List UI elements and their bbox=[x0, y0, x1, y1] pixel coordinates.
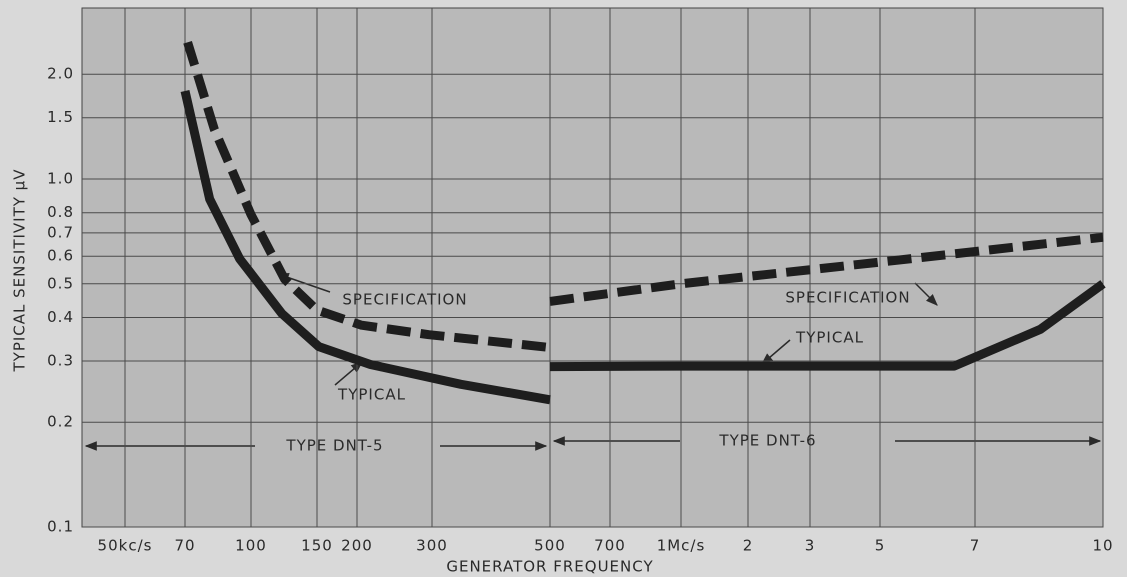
x-tick-label: 700 bbox=[594, 537, 626, 555]
x-tick-label: 10 bbox=[1092, 537, 1113, 555]
y-tick-label: 0.1 bbox=[47, 518, 74, 536]
leader bbox=[761, 339, 791, 365]
annotation: TYPE DNT-5 bbox=[285, 437, 383, 455]
x-tick-label: 1Mc/s bbox=[657, 537, 706, 555]
x-tick-label: 50kc/s bbox=[98, 537, 153, 555]
leader bbox=[914, 282, 938, 306]
x-tick-label: 500 bbox=[534, 537, 566, 555]
annotation: SPECIFICATION bbox=[342, 291, 467, 309]
curve bbox=[549, 280, 1106, 372]
y-tick-label: 0.5 bbox=[47, 274, 74, 292]
annotation: TYPICAL bbox=[795, 329, 864, 347]
y-tick-label: 1.5 bbox=[47, 108, 74, 126]
y-tick-label: 0.6 bbox=[47, 247, 74, 265]
x-tick-label: 150 bbox=[301, 537, 333, 555]
x-tick-label: 70 bbox=[174, 537, 195, 555]
range-arrows bbox=[84, 272, 1102, 451]
curve bbox=[183, 40, 551, 352]
y-axis-label: TYPICAL SENSITIVITY µV bbox=[11, 169, 29, 373]
y-tick-label: 0.2 bbox=[47, 413, 74, 431]
curve bbox=[549, 232, 1104, 306]
x-axis-label: GENERATOR FREQUENCY bbox=[446, 558, 653, 576]
y-tick-label: 0.7 bbox=[47, 223, 74, 241]
x-tick-label: 100 bbox=[235, 537, 267, 555]
x-tick-label: 2 bbox=[743, 537, 754, 555]
x-tick-label: 7 bbox=[970, 537, 981, 555]
annotation: SPECIFICATION bbox=[785, 289, 910, 307]
annotation: TYPICAL bbox=[337, 386, 406, 404]
plot-area bbox=[81, 7, 1104, 528]
y-tick-label: 1.0 bbox=[47, 169, 74, 187]
x-tick-label: 300 bbox=[416, 537, 448, 555]
y-tick-label: 0.8 bbox=[47, 203, 74, 221]
x-tick-label: 200 bbox=[341, 537, 373, 555]
y-tick-label: 0.4 bbox=[47, 308, 74, 326]
y-tick-label: 0.3 bbox=[47, 351, 74, 369]
curve bbox=[180, 89, 551, 405]
x-tick-label: 3 bbox=[805, 537, 816, 555]
x-tick-label: 5 bbox=[875, 537, 886, 555]
annotation: TYPE DNT-6 bbox=[718, 432, 816, 450]
y-tick-label: 2.0 bbox=[47, 65, 74, 83]
